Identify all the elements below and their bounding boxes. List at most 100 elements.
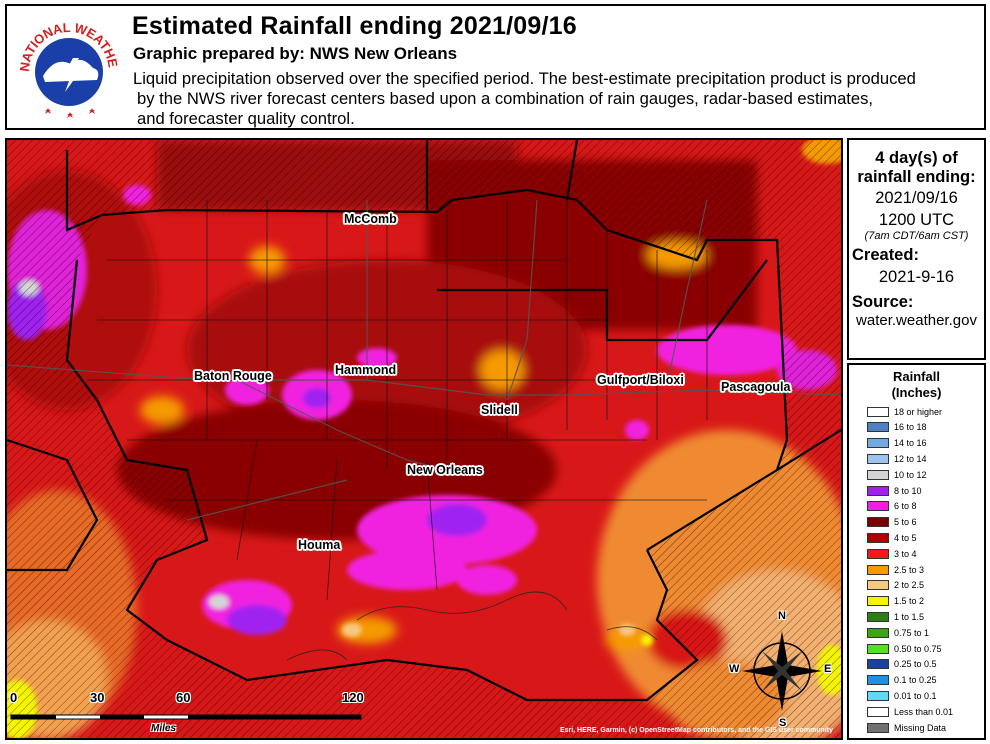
created-label: Created: (852, 246, 919, 264)
desc-line: Liquid precipitation observed over the s… (133, 69, 916, 88)
legend-swatch (867, 469, 889, 480)
legend-label: 3 to 4 (894, 548, 917, 559)
legend-item: Missing Data (867, 721, 946, 734)
legend-swatch (867, 517, 889, 528)
legend-label: 2.5 to 3 (894, 564, 925, 575)
desc-line: by the NWS river forecast centers based … (137, 89, 874, 108)
legend-label: 0.50 to 0.75 (894, 643, 942, 654)
compass-e: E (824, 663, 832, 675)
legend-item: 0.1 to 0.25 (867, 674, 937, 687)
legend-label: 0.01 to 0.1 (894, 690, 937, 701)
legend-swatch (867, 548, 889, 559)
legend-item: 2 to 2.5 (867, 579, 924, 592)
legend-item: 10 to 12 (867, 468, 927, 481)
page-title: Estimated Rainfall ending 2021/09/16 (132, 12, 577, 40)
legend-item: 14 to 16 (867, 437, 927, 450)
legend-item: 0.75 to 1 (867, 626, 929, 639)
legend-label: 6 to 8 (894, 501, 917, 512)
city-label: New Orleans (407, 463, 483, 477)
legend-label: Less than 0.01 (894, 706, 954, 717)
end-time: 1200 UTC (878, 211, 955, 229)
compass-n: N (778, 610, 786, 622)
compass-s: S (779, 717, 787, 729)
city-label: McComb (344, 212, 397, 226)
compass-rose-icon (742, 631, 822, 711)
legend-item: 1 to 1.5 (867, 610, 924, 623)
legend-item: 2.5 to 3 (867, 563, 924, 576)
legend-label: 2 to 2.5 (894, 580, 925, 591)
legend-swatch (867, 532, 889, 543)
prepared-by: Graphic prepared by: NWS New Orleans (133, 44, 458, 63)
legend-item: 4 to 5 (867, 531, 917, 544)
city-label: Gulfport/Biloxi (597, 373, 684, 387)
map-canvas (7, 140, 841, 738)
legend-swatch (867, 643, 889, 654)
legend-swatch (867, 501, 889, 512)
legend-swatch (867, 627, 889, 638)
legend-label: 5 to 6 (894, 517, 917, 528)
legend-label: 0.1 to 0.25 (894, 675, 937, 686)
rainfall-map[interactable]: McComb Baton Rouge Hammond Slidell Gulfp… (5, 138, 843, 740)
legend-swatch (867, 453, 889, 464)
legend-item: 1.5 to 2 (867, 595, 924, 608)
nws-logo: NATIONAL WEATHER SERVICE (10, 0, 123, 126)
legend-label: 0.75 to 1 (894, 627, 930, 638)
legend-item: 0.01 to 0.1 (867, 689, 937, 702)
scale-label: 60 (176, 690, 191, 705)
legend-label: 12 to 14 (894, 453, 927, 464)
desc-line: and forecaster quality control. (137, 109, 355, 128)
local-time: (7am CDT/6am CST) (864, 230, 969, 242)
city-label: Houma (298, 538, 341, 552)
legend-title: Rainfall (893, 369, 940, 384)
city-label: Pascagoula (721, 380, 791, 394)
legend-swatch (867, 438, 889, 449)
legend-item: 6 to 8 (867, 500, 917, 513)
legend-swatch (867, 722, 889, 733)
legend-swatch (867, 564, 889, 575)
created-date: 2021-9-16 (878, 268, 955, 286)
source-value: water.weather.gov (856, 312, 977, 329)
legend-label: 14 to 16 (894, 438, 927, 449)
legend-item: Less than 0.01 (867, 705, 953, 718)
legend-swatch (867, 675, 889, 686)
scale-bar (10, 714, 362, 720)
legend-swatch (867, 580, 889, 591)
legend-item: 12 to 14 (867, 452, 927, 465)
legend-label: 4 to 5 (894, 532, 917, 543)
legend-label: Missing Data (894, 722, 947, 733)
legend-swatch (867, 422, 889, 433)
scale-units: Miles (151, 723, 177, 734)
header-panel: NATIONAL WEATHER SERVICE Estimated Rainf… (5, 0, 986, 130)
legend-swatch (867, 406, 889, 417)
legend-label: 8 to 10 (894, 485, 922, 496)
legend-item: 0.25 to 0.5 (867, 658, 937, 671)
scale-label: 0 (10, 690, 18, 705)
legend-swatch (867, 690, 889, 701)
end-date: 2021/09/16 (875, 189, 958, 207)
period-line: rainfall ending: (857, 168, 976, 186)
legend-swatch (867, 596, 889, 607)
legend-label: 0.25 to 0.5 (894, 659, 937, 670)
map-attribution: Esri, HERE, Garmin, (c) OpenStreetMap co… (559, 727, 833, 734)
compass-w: W (729, 663, 740, 675)
legend-item: 0.50 to 0.75 (867, 642, 942, 655)
scale-label: 30 (90, 690, 105, 705)
legend-label: 1 to 1.5 (894, 611, 925, 622)
period-line: 4 day(s) of (875, 149, 958, 167)
legend-label: 1.5 to 2 (894, 596, 925, 607)
legend-swatch (867, 659, 889, 670)
city-label: Hammond (335, 363, 397, 377)
legend-label: 18 or higher (894, 406, 943, 417)
legend-label: 16 to 18 (894, 422, 927, 433)
legend-item: 8 to 10 (867, 484, 922, 497)
legend-panel: Rainfall (Inches) 18 or higher 16 to 18 14… (847, 363, 986, 740)
info-panel: 4 day(s) of rainfall ending: 2021/09/16 … (847, 138, 986, 360)
legend-swatch (867, 485, 889, 496)
city-label: Baton Rouge (194, 369, 272, 383)
legend-swatch (867, 611, 889, 622)
legend-item: 18 or higher (867, 405, 942, 418)
description: Liquid precipitation observed over the s… (133, 69, 983, 129)
legend-swatch (867, 706, 889, 717)
source-label: Source: (852, 293, 914, 311)
legend-item: 5 to 6 (867, 516, 917, 529)
